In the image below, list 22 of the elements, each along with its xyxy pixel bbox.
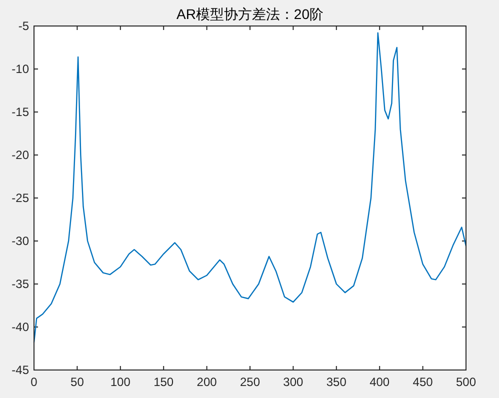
y-tick-label: -40	[12, 320, 30, 334]
y-tick-label: -5	[18, 19, 30, 33]
line-series	[33, 32, 467, 344]
x-tick-label: 300	[283, 375, 304, 389]
x-tick-label: 450	[412, 375, 434, 389]
y-tick-label: -10	[12, 62, 30, 76]
chart-title: AR模型协方差法：20阶	[176, 6, 324, 22]
x-tick-label: 500	[456, 375, 476, 389]
y-tick-label: -20	[12, 148, 30, 162]
x-tick-label: 400	[370, 375, 390, 389]
x-tick-label: 100	[110, 375, 131, 389]
x-tick-label: 0	[30, 375, 38, 389]
x-tick-label: 50	[70, 375, 84, 389]
y-tick-label: -45	[12, 363, 30, 377]
y-tick-label: -35	[12, 277, 30, 291]
x-tick-label: 350	[326, 375, 347, 389]
x-tick-label: 250	[240, 375, 260, 389]
y-tick-label: -25	[12, 191, 30, 205]
y-tick-label: -15	[12, 105, 30, 119]
x-tick-label: 150	[154, 375, 174, 389]
y-tick-label: -30	[12, 234, 30, 248]
x-tick-label: 200	[196, 375, 218, 389]
